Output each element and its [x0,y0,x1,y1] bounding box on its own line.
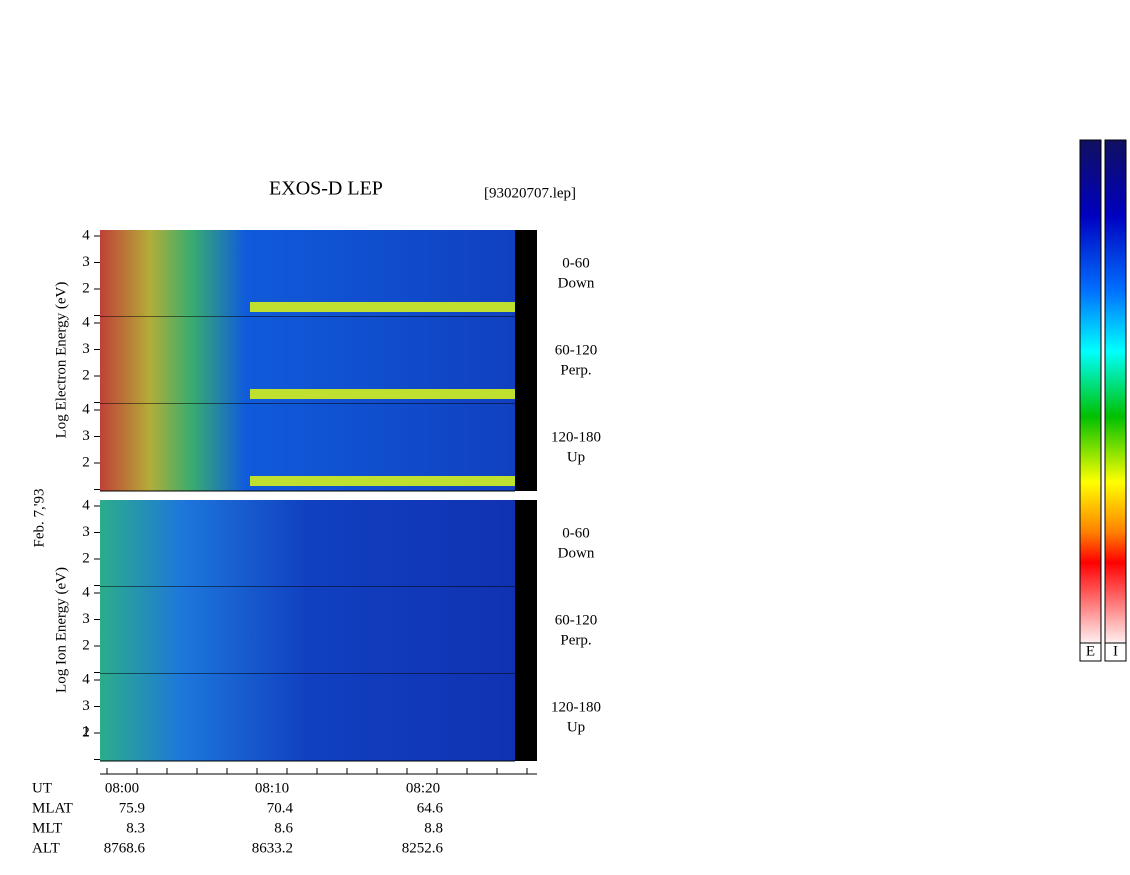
range-label: 120-180 [551,429,601,445]
range-label: 0-60 [562,525,590,541]
spectrogram-band [250,302,515,312]
spectrogram [100,674,515,761]
spectrogram [100,500,515,587]
range-label: 60-120 [555,342,598,358]
time-tick-label: 08:00 [105,780,139,796]
direction-label: Down [558,545,595,561]
row-label: MLAT [32,800,73,816]
range-label: 60-120 [555,612,598,628]
y-tick-label: 2 [82,454,90,470]
direction-label: Perp. [560,362,591,378]
y-tick-label: 3 [82,428,90,444]
row-value: 8.3 [126,820,145,836]
y-tick-label: 3 [82,254,90,270]
y-tick-label: 3 [82,611,90,627]
row-value: 8633.2 [252,840,293,856]
row-value: 8.8 [424,820,443,836]
y-tick-label: 2 [82,280,90,296]
y-tick-label: 2 [82,367,90,383]
spectrogram-band [250,389,515,399]
y-tick-label: 4 [82,584,90,600]
title: EXOS-D LEP [269,178,383,200]
direction-label: Down [558,275,595,291]
direction-label: Perp. [560,632,591,648]
direction-label: Up [567,449,585,465]
file-name: [93020707.lep] [484,185,576,201]
y-tick-label: 4 [82,671,90,687]
range-label: 120-180 [551,699,601,715]
data-gap [515,317,537,404]
colorbar-label: I [1113,643,1118,659]
row-label: ALT [32,840,60,856]
colorbar-label: E [1086,643,1095,659]
colorbar [1079,139,1102,644]
y-tick-label: 4 [82,401,90,417]
ut-label: UT [32,780,52,796]
data-gap [515,500,537,587]
row-value: 8768.6 [104,840,146,856]
row-value: 70.4 [267,800,294,816]
y-tick-label: 4 [82,227,90,243]
colorbar [1104,139,1127,644]
spectrogram-band [250,476,515,486]
colorbar-label-box [1104,642,1127,662]
direction-label: Up [567,719,585,735]
y-tick-label: 2 [82,724,90,740]
electron-axis-label: Log Electron Energy (eV) [53,282,69,439]
time-tick-label: 08:20 [406,780,440,796]
y-tick-label: 3 [82,524,90,540]
data-gap [515,404,537,491]
y-tick-label: 4 [82,497,90,513]
y-tick-label: 4 [82,314,90,330]
row-value: 8.6 [274,820,293,836]
data-gap [515,674,537,761]
colorbar-label-box [1079,642,1102,662]
spectrogram [100,587,515,674]
ion-axis-label: Log Ion Energy (eV) [53,567,69,693]
data-gap [515,587,537,674]
row-value: 64.6 [417,800,444,816]
y-tick-label: 3 [82,698,90,714]
range-label: 0-60 [562,255,590,271]
y-tick-label: 3 [82,341,90,357]
time-tick-label: 08:10 [255,780,289,796]
y-tick-label: 2 [82,637,90,653]
date: Feb. 7,'93 [31,489,47,548]
row-label: MLT [32,820,62,836]
data-gap [515,230,537,317]
row-value: 8252.6 [402,840,444,856]
row-value: 75.9 [119,800,145,816]
y-tick-label: 1 [82,723,90,739]
y-tick-label: 2 [82,550,90,566]
